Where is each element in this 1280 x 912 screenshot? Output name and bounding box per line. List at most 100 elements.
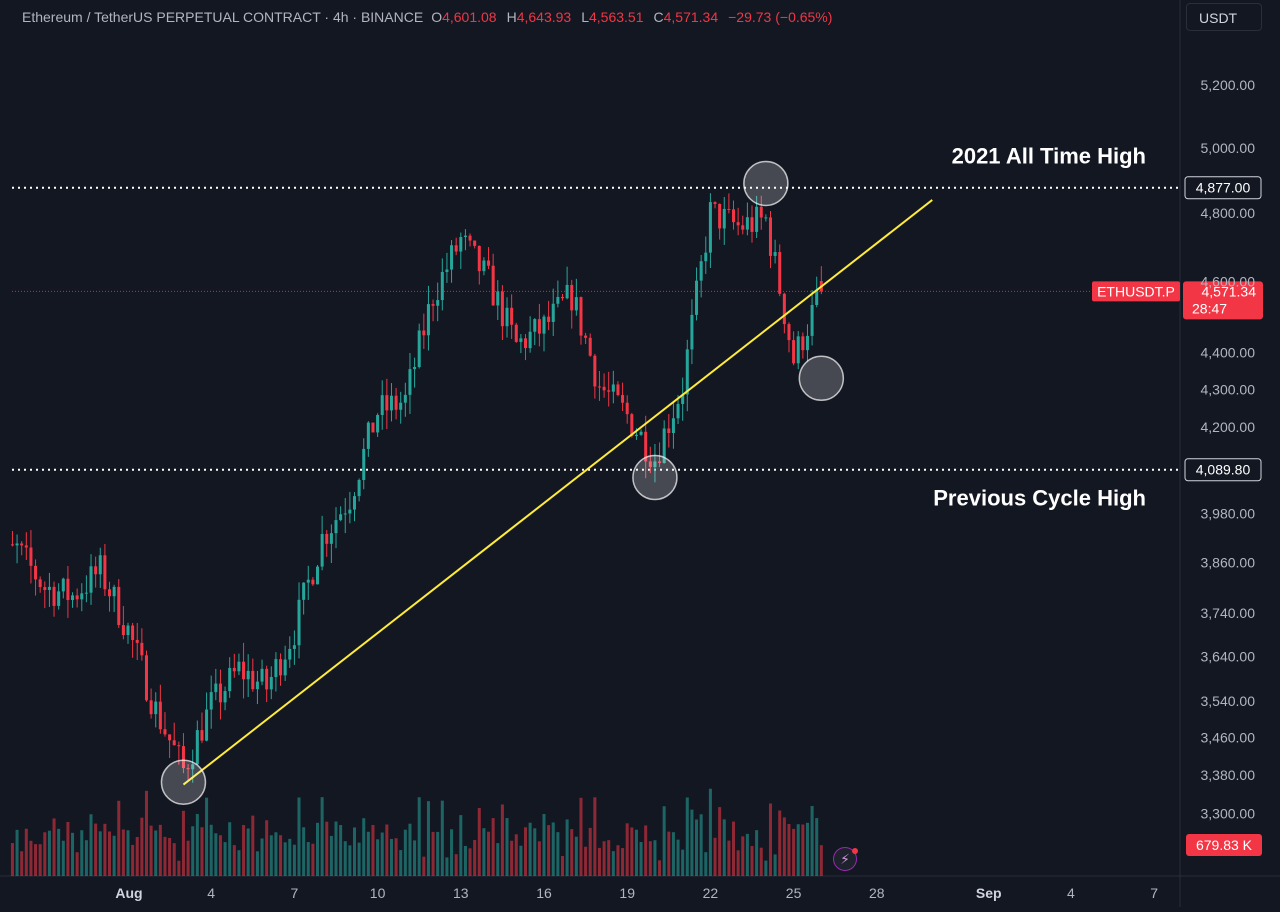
candle-body[interactable] — [260, 668, 264, 682]
candle-body[interactable] — [302, 582, 306, 600]
candle-body[interactable] — [371, 422, 375, 433]
candle-body[interactable] — [246, 670, 250, 680]
candle-body[interactable] — [764, 217, 768, 219]
touch-point-circle[interactable] — [798, 355, 845, 402]
candle-body[interactable] — [560, 296, 564, 299]
candle-body[interactable] — [186, 768, 190, 770]
candle-body[interactable] — [810, 304, 814, 336]
candle-body[interactable] — [103, 555, 107, 590]
currency-button[interactable]: USDT — [1186, 3, 1262, 31]
candle-body[interactable] — [722, 208, 726, 229]
candle-body[interactable] — [205, 709, 209, 741]
candle-body[interactable] — [274, 659, 278, 678]
candle-body[interactable] — [158, 701, 162, 730]
candle-body[interactable] — [168, 734, 172, 741]
candle-body[interactable] — [34, 565, 38, 580]
candle-body[interactable] — [232, 667, 236, 672]
candle-body[interactable] — [681, 394, 685, 404]
candle-body[interactable] — [514, 324, 518, 342]
trendline[interactable] — [182, 199, 933, 786]
candle-body[interactable] — [792, 340, 796, 364]
candle-body[interactable] — [140, 642, 144, 656]
candle-body[interactable] — [537, 319, 541, 334]
candle-body[interactable] — [782, 293, 786, 325]
candle-body[interactable] — [593, 355, 597, 387]
candle-body[interactable] — [648, 461, 652, 467]
candle-body[interactable] — [759, 206, 763, 218]
candle-body[interactable] — [431, 304, 435, 306]
candle-body[interactable] — [223, 691, 227, 703]
candle-body[interactable] — [588, 337, 592, 356]
candle-body[interactable] — [357, 479, 361, 497]
candle-body[interactable] — [551, 303, 555, 322]
candle-body[interactable] — [491, 265, 495, 306]
touch-point-circle[interactable] — [743, 160, 789, 207]
candle-body[interactable] — [676, 403, 680, 419]
candle-body[interactable] — [413, 366, 417, 370]
candle-body[interactable] — [426, 304, 430, 336]
candle-body[interactable] — [66, 578, 70, 601]
candle-body[interactable] — [727, 208, 731, 210]
candle-body[interactable] — [29, 547, 33, 566]
touch-point-circle[interactable] — [160, 759, 207, 805]
candle-body[interactable] — [477, 245, 481, 272]
candle-body[interactable] — [255, 681, 259, 690]
candle-body[interactable] — [20, 543, 24, 546]
candle-body[interactable] — [163, 729, 167, 735]
candle-body[interactable] — [292, 645, 296, 649]
candle-body[interactable] — [445, 269, 449, 273]
candle-body[interactable] — [528, 331, 532, 349]
candle-body[interactable] — [320, 533, 324, 567]
candle-body[interactable] — [177, 745, 181, 747]
candle-body[interactable] — [10, 544, 14, 546]
candle-body[interactable] — [283, 659, 287, 676]
candle-body[interactable] — [473, 240, 477, 246]
candle-body[interactable] — [172, 740, 176, 746]
candle-body[interactable] — [339, 514, 343, 521]
candle-body[interactable] — [755, 206, 759, 232]
candle-body[interactable] — [121, 625, 125, 636]
candle-body[interactable] — [505, 307, 509, 327]
candle-body[interactable] — [704, 252, 708, 262]
candle-body[interactable] — [690, 314, 694, 350]
candle-body[interactable] — [570, 284, 574, 311]
candle-body[interactable] — [565, 284, 569, 299]
candle-body[interactable] — [718, 203, 722, 229]
candle-body[interactable] — [47, 586, 51, 590]
candle-body[interactable] — [144, 655, 148, 701]
candle-body[interactable] — [468, 235, 472, 241]
candle-body[interactable] — [316, 566, 320, 585]
candle-body[interactable] — [597, 386, 601, 388]
candle-body[interactable] — [625, 402, 629, 415]
candle-body[interactable] — [380, 395, 384, 416]
candle-body[interactable] — [685, 349, 689, 395]
candle-body[interactable] — [209, 692, 213, 710]
candle-body[interactable] — [450, 245, 454, 270]
candle-body[interactable] — [191, 764, 195, 770]
candle-body[interactable] — [52, 586, 56, 606]
candle-body[interactable] — [279, 659, 283, 676]
candle-body[interactable] — [80, 593, 84, 600]
candle-body[interactable] — [556, 296, 560, 304]
candle-body[interactable] — [348, 509, 352, 514]
candle-body[interactable] — [24, 545, 28, 548]
candle-body[interactable] — [422, 330, 426, 336]
candle-body[interactable] — [112, 586, 116, 597]
candle-body[interactable] — [131, 625, 135, 640]
candle-body[interactable] — [510, 307, 514, 325]
candle-body[interactable] — [616, 384, 620, 396]
candle-body[interactable] — [117, 586, 121, 626]
candle-body[interactable] — [778, 252, 782, 294]
candle-body[interactable] — [297, 599, 301, 646]
candle-body[interactable] — [519, 338, 523, 342]
candle-body[interactable] — [602, 386, 606, 391]
candle-body[interactable] — [454, 245, 458, 252]
candle-body[interactable] — [487, 260, 491, 266]
candle-body[interactable] — [708, 202, 712, 253]
candle-body[interactable] — [242, 661, 246, 680]
candle-body[interactable] — [181, 746, 185, 769]
candle-body[interactable] — [84, 592, 88, 594]
candle-body[interactable] — [38, 579, 42, 588]
symbol-title[interactable]: Ethereum / TetherUS PERPETUAL CONTRACT ·… — [22, 9, 424, 25]
candle-body[interactable] — [695, 280, 699, 315]
